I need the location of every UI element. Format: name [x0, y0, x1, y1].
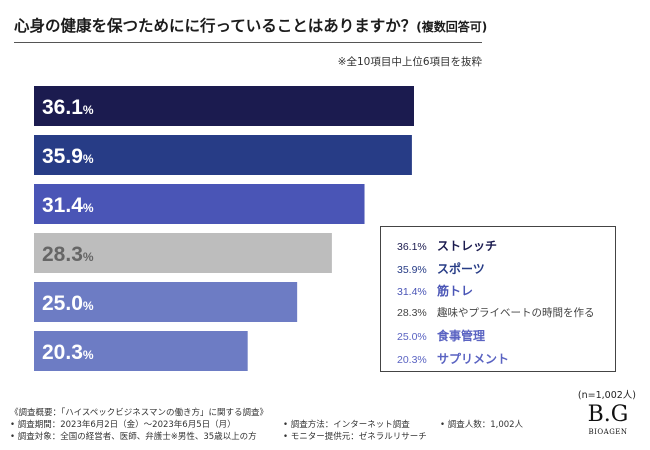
selection-note: ※全10項目中上位6項目を抜粋: [337, 56, 482, 68]
legend-label: 食事管理: [437, 329, 486, 343]
bar-value-label: 28.3%: [42, 243, 94, 266]
survey-period: • 調査期間：2023年6月2日（金）〜2023年6月5日（月）: [10, 420, 236, 430]
bar-value-label: 20.3%: [42, 341, 94, 364]
bar-0: [34, 86, 414, 126]
title-sub: (複数回答可): [416, 20, 488, 34]
legend-percent: 20.3%: [397, 353, 427, 366]
bar-value-label: 31.4%: [42, 194, 94, 217]
title-main: 心身の健康を保つためにに行っていることはありますか？: [14, 17, 417, 35]
title-underline: [14, 42, 482, 43]
sample-size: (n=1,002人): [577, 390, 636, 401]
logo-mark: B.G: [587, 402, 629, 427]
legend-label: 趣味やプライベートの時間を作る: [437, 306, 595, 319]
bar-value-label: 36.1%: [42, 96, 94, 119]
legend-percent: 35.9%: [397, 263, 427, 276]
legend-percent: 31.4%: [397, 286, 427, 298]
legend-item: 31.4% 筋トレ: [397, 282, 473, 299]
legend-item: 25.0% 食事管理: [397, 327, 485, 344]
legend: 36.1% ストレッチ 35.9% スポーツ 31.4% 筋トレ 28.3% 趣味やプライベー…: [380, 226, 616, 372]
legend-label: ストレッチ: [437, 239, 498, 253]
legend-label: スポーツ: [437, 261, 485, 276]
legend-percent: 25.0%: [397, 331, 427, 343]
logo-text: BIOAGEN: [588, 428, 628, 436]
legend-item: 20.3% サプリメント: [397, 350, 509, 367]
bar-1: [34, 135, 412, 175]
legend-percent: 36.1%: [397, 241, 427, 253]
bioagen-logo: B.G BIOAGEN: [584, 402, 632, 436]
legend-item: 35.9% スポーツ: [397, 260, 485, 277]
legend-percent: 28.3%: [397, 306, 427, 319]
survey-count: • 調査人数：1,002人: [440, 420, 524, 430]
survey-target: • 調査対象：全国の経営者、医師、弁護士※男性、35歳以上の方: [10, 432, 257, 442]
bar-value-label: 35.9%: [42, 145, 94, 168]
bar-3: [34, 233, 332, 273]
legend-label: 筋トレ: [437, 284, 474, 298]
bar-value-label: 25.0%: [42, 292, 94, 315]
legend-item: 36.1% ストレッチ: [397, 237, 497, 254]
bar-5: [34, 331, 248, 371]
monitor-provider: • モニター提供元：ゼネラルリサーチ: [283, 432, 427, 442]
survey-summary: 《調査概要：「ハイスペックビジネスマンの働き方」に関する調査》: [10, 408, 268, 418]
bar-4: [34, 282, 298, 322]
legend-item: 28.3% 趣味やプライベートの時間を作る: [397, 305, 595, 320]
survey-method: • 調査方法：インターネット調査: [283, 420, 410, 430]
bar-2: [34, 184, 365, 224]
chart-title: 心身の健康を保つためにに行っていることはありますか？(複数回答可): [14, 14, 487, 36]
legend-label: サプリメント: [437, 351, 510, 366]
